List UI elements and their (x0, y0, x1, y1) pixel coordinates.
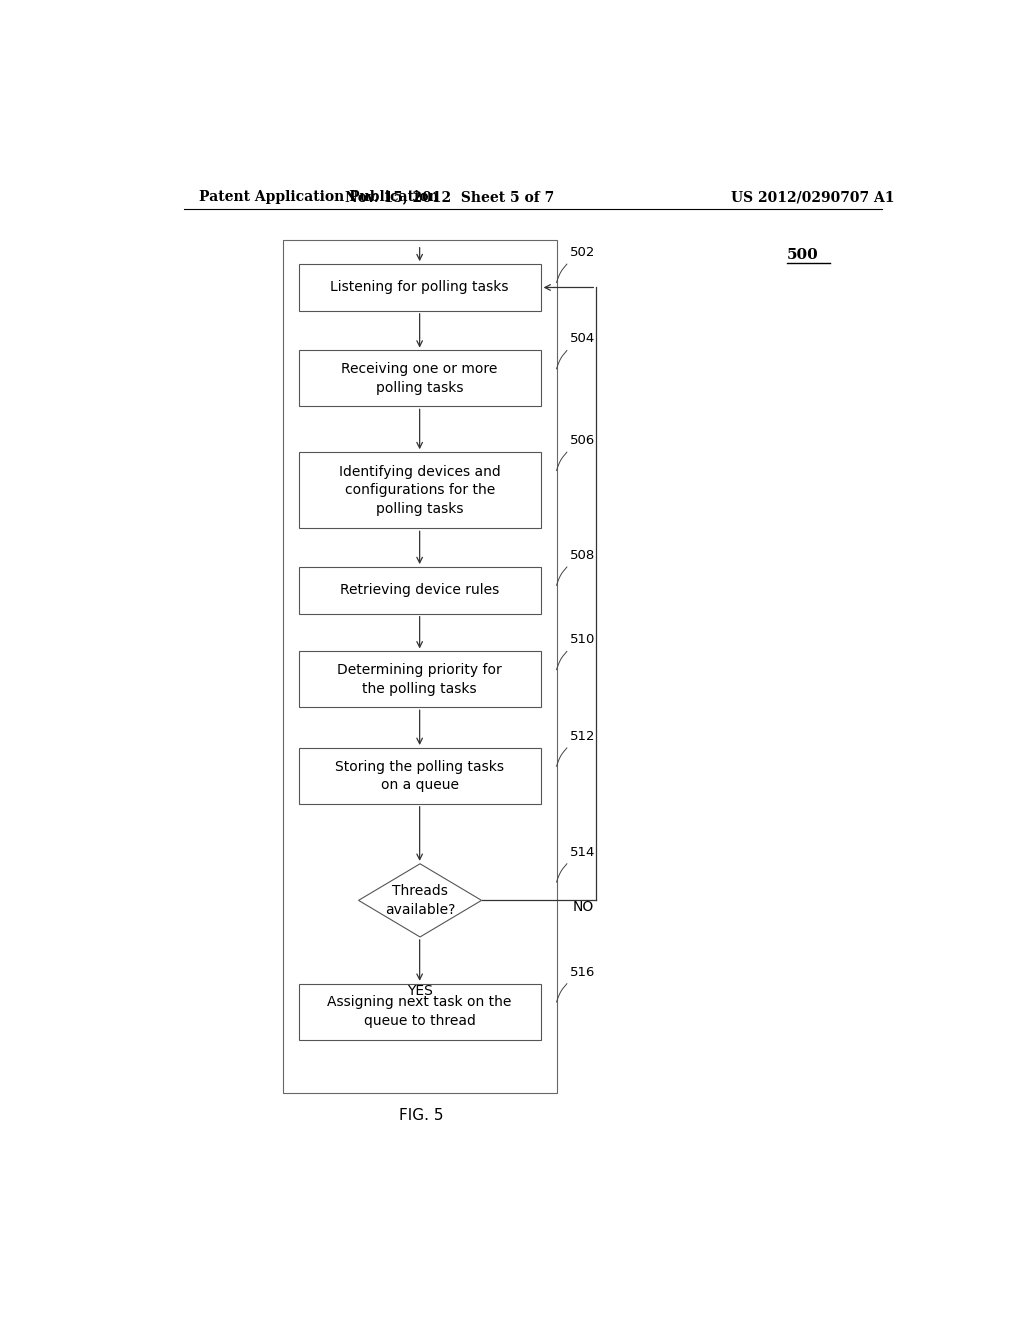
Text: US 2012/0290707 A1: US 2012/0290707 A1 (731, 190, 895, 205)
FancyBboxPatch shape (299, 453, 541, 528)
Polygon shape (358, 863, 481, 937)
Text: Storing the polling tasks
on a queue: Storing the polling tasks on a queue (335, 760, 504, 792)
Text: Threads
available?: Threads available? (385, 884, 456, 916)
Text: 514: 514 (570, 846, 595, 859)
Text: Patent Application Publication: Patent Application Publication (200, 190, 439, 205)
Text: Determining priority for
the polling tasks: Determining priority for the polling tas… (337, 663, 502, 696)
Text: Identifying devices and
configurations for the
polling tasks: Identifying devices and configurations f… (339, 465, 501, 516)
Text: 510: 510 (570, 634, 595, 647)
Text: 504: 504 (570, 333, 595, 346)
Text: 516: 516 (570, 966, 595, 978)
Text: YES: YES (408, 983, 433, 998)
FancyBboxPatch shape (299, 568, 541, 614)
FancyBboxPatch shape (299, 651, 541, 708)
Text: 502: 502 (570, 246, 595, 259)
Text: 506: 506 (570, 434, 595, 447)
FancyBboxPatch shape (299, 264, 541, 312)
Text: Listening for polling tasks: Listening for polling tasks (331, 280, 509, 294)
FancyBboxPatch shape (299, 748, 541, 804)
FancyBboxPatch shape (299, 351, 541, 407)
FancyBboxPatch shape (299, 983, 541, 1040)
Text: NO: NO (572, 900, 594, 915)
Text: FIG. 5: FIG. 5 (399, 1109, 443, 1123)
Text: Receiving one or more
polling tasks: Receiving one or more polling tasks (341, 362, 498, 395)
Text: 508: 508 (570, 549, 595, 562)
Text: Nov. 15, 2012  Sheet 5 of 7: Nov. 15, 2012 Sheet 5 of 7 (345, 190, 554, 205)
Text: Retrieving device rules: Retrieving device rules (340, 583, 500, 598)
Text: 512: 512 (570, 730, 596, 743)
Text: 500: 500 (786, 248, 818, 261)
FancyBboxPatch shape (283, 240, 557, 1093)
Text: Assigning next task on the
queue to thread: Assigning next task on the queue to thre… (328, 995, 512, 1028)
